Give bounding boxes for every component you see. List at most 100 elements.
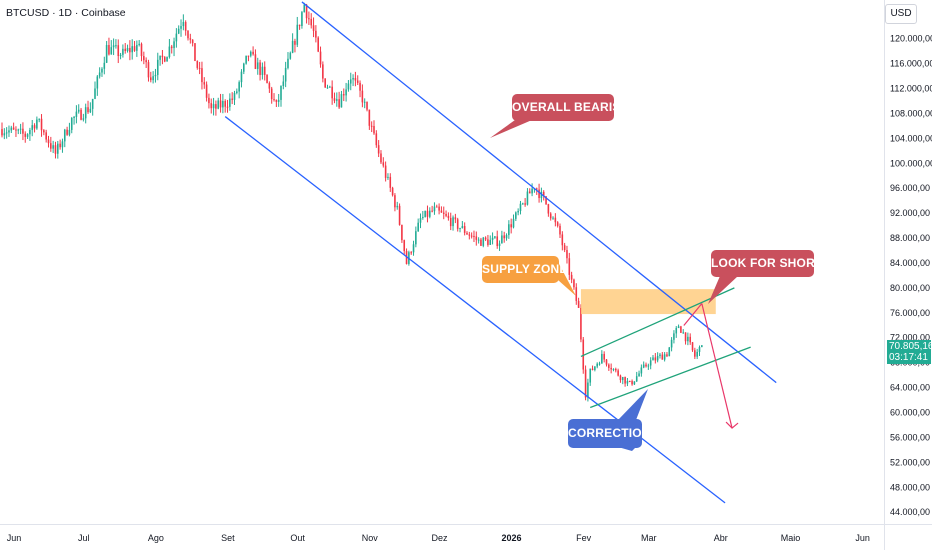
candle-body	[519, 203, 522, 211]
candle-body	[363, 101, 366, 103]
candle-body	[352, 78, 354, 80]
candle-body	[312, 25, 315, 31]
candle-body	[17, 129, 20, 131]
candle-body	[317, 37, 319, 52]
candle-body	[222, 100, 224, 108]
price-tick-label: 64.000,00	[890, 383, 930, 393]
candle-body	[654, 357, 657, 361]
c-bearish-pointer	[490, 120, 532, 138]
candle-body	[556, 222, 559, 226]
candle-body	[45, 132, 47, 140]
candle-body	[575, 287, 578, 301]
candle-body	[84, 107, 87, 119]
candle-body	[219, 100, 222, 108]
drawings	[224, 1, 777, 504]
candle-body	[387, 176, 389, 178]
candle-body	[263, 66, 266, 75]
candle-body	[70, 117, 73, 130]
candle-body	[431, 210, 433, 212]
candle-body	[538, 189, 540, 199]
candle-body	[329, 86, 331, 88]
candle-body	[359, 82, 361, 91]
candle-body	[377, 145, 380, 154]
candle-body	[319, 51, 322, 65]
candle-body	[389, 176, 392, 188]
candle-body	[522, 203, 524, 205]
candle-body	[331, 86, 333, 99]
candle-body	[659, 354, 661, 357]
price-tick-label: 60.000,00	[890, 408, 930, 418]
candle-body	[289, 52, 292, 59]
candle-body	[26, 134, 29, 137]
price-tick-label: 108.000,00	[890, 108, 932, 118]
candle-body	[419, 218, 422, 223]
candle-body	[398, 205, 401, 225]
candle-body	[29, 129, 31, 135]
candle-body	[445, 213, 447, 216]
candle-body	[526, 191, 529, 205]
overall-bearish-callout: OVERALL BEARISH	[512, 94, 629, 121]
candle-body	[689, 336, 691, 343]
candle-body	[563, 245, 566, 251]
candle-body	[691, 342, 694, 351]
candle-body	[517, 210, 519, 213]
candle-body	[340, 94, 343, 108]
candle-body	[542, 191, 545, 197]
candle-body	[133, 46, 136, 51]
candle-body	[96, 76, 99, 89]
candle-body	[87, 107, 89, 113]
candle-body	[261, 66, 264, 75]
candle-body	[61, 141, 64, 148]
candle-body	[368, 109, 371, 126]
candle-body	[182, 22, 185, 27]
symbol-title[interactable]: BTCUSD · 1D · Coinbase	[6, 7, 126, 19]
candle-body	[366, 101, 368, 110]
candle-body	[217, 100, 220, 109]
candle-body	[280, 86, 282, 100]
candle-body	[224, 100, 226, 107]
price-tick-label: 104.000,00	[890, 133, 932, 143]
candle-body	[515, 212, 517, 219]
candle-body	[384, 165, 387, 178]
candle-body	[552, 217, 554, 219]
candle-body	[291, 40, 294, 53]
candle-body	[615, 368, 617, 371]
c-correction-pointer	[618, 389, 648, 420]
candle-body	[638, 373, 640, 377]
candle-body	[184, 22, 187, 31]
correction-callout: CORRECTION	[568, 419, 650, 448]
candle-body	[540, 191, 543, 199]
candle-body	[240, 71, 243, 83]
candle-body	[626, 380, 629, 384]
price-tick-label: 80.000,00	[890, 283, 930, 293]
candle-body	[210, 103, 213, 109]
candle-body	[145, 60, 147, 63]
candle-body	[380, 153, 382, 163]
candle-body	[482, 237, 485, 246]
candle-body	[696, 351, 698, 357]
candle-body	[656, 356, 659, 361]
currency-label[interactable]: USD	[885, 4, 917, 24]
candle-body	[415, 231, 417, 245]
candle-body	[698, 347, 701, 352]
projection-down-leg	[701, 303, 733, 429]
candle-body	[617, 370, 619, 376]
candle-body	[587, 382, 589, 398]
candle-body	[119, 54, 122, 57]
price-tick-label: 116.000,00	[890, 59, 932, 69]
time-scale[interactable]: Jun Jul Ago Set Out Nov Dez 2026 Fev Mar Abr Maio Ju…	[7, 533, 870, 543]
time-tick-label: 2026	[502, 533, 522, 543]
candle-body	[156, 59, 159, 75]
candle-body	[205, 84, 208, 98]
price-tick-label: 112.000,00	[890, 84, 932, 94]
correction-callout-tail	[618, 447, 636, 451]
candle-body	[603, 353, 605, 360]
candle-body	[549, 213, 552, 219]
candle-body	[535, 188, 538, 190]
candle-body	[231, 98, 233, 100]
candle-body	[694, 350, 696, 357]
candle-body	[505, 235, 508, 239]
candle-body	[345, 89, 347, 96]
candle-body	[89, 108, 92, 113]
price-tick-label: 48.000,00	[890, 482, 930, 492]
